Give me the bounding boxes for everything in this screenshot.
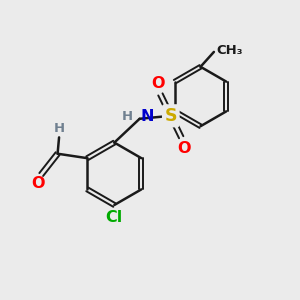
Text: CH₃: CH₃ [216, 44, 243, 57]
Text: H: H [53, 122, 64, 135]
Text: H: H [122, 110, 133, 123]
Text: S: S [165, 107, 177, 125]
Text: Cl: Cl [106, 210, 123, 225]
Text: O: O [151, 76, 165, 91]
Text: O: O [177, 141, 190, 156]
Text: O: O [32, 176, 45, 191]
Text: N: N [140, 109, 154, 124]
